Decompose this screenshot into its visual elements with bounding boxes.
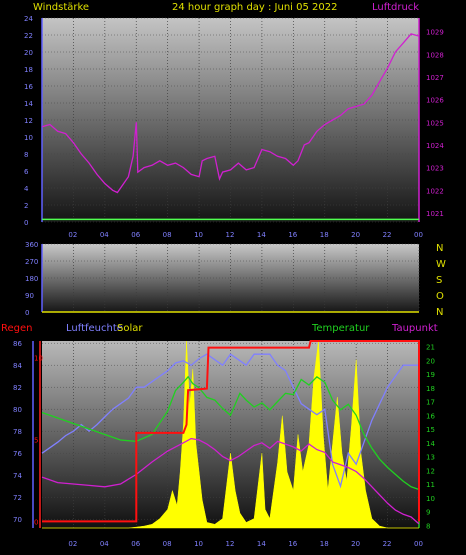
time-tick-label: 16	[288, 231, 297, 239]
time-tick-label: 06	[131, 231, 140, 239]
time-tick-label: 00	[414, 231, 423, 239]
header-left-label: Windstärke	[33, 2, 89, 13]
time-tick-label: 04	[100, 231, 109, 239]
wind-tick-label: 20	[24, 49, 33, 57]
humidity-tick-label: 72	[13, 494, 22, 502]
wind-tick-label: 6	[24, 168, 29, 176]
humidity-tick-label: 84	[13, 362, 22, 370]
time-tick-label: 22	[383, 540, 392, 548]
temperature-tick-label: 13	[426, 454, 435, 462]
time-tick-label: 10	[194, 540, 203, 548]
pressure-tick-label: 1025	[426, 119, 444, 127]
humidity-tick-label: 80	[13, 406, 22, 414]
dewpoint-line	[41, 437, 420, 525]
time-tick-label: 14	[257, 540, 266, 548]
compass-letter: N	[436, 307, 443, 318]
time-tick-label: 18	[320, 540, 329, 548]
pressure-tick-label: 1024	[426, 142, 444, 150]
wind-tick-label: 14	[24, 100, 33, 108]
time-tick-label: 06	[131, 540, 140, 548]
time-tick-label: 00	[414, 540, 423, 548]
time-tick-label: 20	[351, 540, 360, 548]
header-right-label: Luftdruck	[372, 2, 419, 13]
regen-tick-label: 5	[34, 436, 38, 444]
time-tick-label: 16	[288, 540, 297, 548]
pressure-tick-label: 1021	[426, 210, 444, 218]
time-tick-label: 14	[257, 231, 266, 239]
time-tick-label: 18	[320, 231, 329, 239]
temperature-tick-label: 21	[426, 344, 435, 352]
temperature-tick-label: 17	[426, 399, 435, 407]
pressure-tick-label: 1029	[426, 29, 444, 37]
temperature-line	[41, 375, 420, 491]
temperature-tick-label: 14	[426, 440, 435, 448]
regen-tick-label: 10	[34, 354, 43, 362]
temperature-tick-label: 12	[426, 467, 435, 475]
wind-tick-label: 2	[24, 202, 28, 210]
wind-tick-label: 22	[24, 32, 33, 40]
time-tick-label: 12	[226, 231, 235, 239]
time-tick-label: 08	[163, 231, 172, 239]
temperatur-label: Temperatur	[311, 323, 370, 334]
wind-tick-label: 8	[24, 151, 28, 159]
compass-letter: W	[436, 259, 446, 270]
temperature-tick-label: 15	[426, 426, 435, 434]
temperature-tick-label: 11	[426, 481, 435, 489]
humidity-tick-label: 76	[13, 450, 22, 458]
chart-title: 24 hour graph day : Juni 05 2022	[172, 2, 338, 13]
wind-tick-label: 18	[24, 66, 33, 74]
pressure-tick-label: 1026	[426, 97, 444, 105]
temperature-tick-label: 8	[426, 522, 430, 530]
direction-tick-label: 0	[25, 309, 29, 317]
temperature-tick-label: 19	[426, 371, 435, 379]
compass-letter: S	[436, 275, 442, 286]
humidity-tick-label: 70	[13, 516, 22, 524]
pressure-tick-label: 1028	[426, 51, 444, 59]
direction-tick-label: 360	[25, 241, 38, 249]
time-tick-label: 02	[68, 231, 77, 239]
compass-letter: O	[436, 291, 444, 302]
time-tick-label: 10	[194, 231, 203, 239]
wind-tick-label: 24	[24, 15, 33, 23]
solar-label: Solar	[117, 323, 143, 334]
taupunkt-label: Taupunkt	[391, 323, 438, 334]
regen-tick-label: 0	[34, 518, 38, 526]
temperature-tick-label: 10	[426, 495, 435, 503]
wind-tick-label: 4	[24, 185, 29, 193]
humidity-tick-label: 86	[13, 340, 22, 348]
humidity-tick-label: 74	[13, 472, 22, 480]
rain-line	[42, 340, 420, 523]
time-tick-label: 02	[68, 540, 77, 548]
time-tick-label: 20	[351, 231, 360, 239]
pressure-tick-label: 1022	[426, 187, 444, 195]
compass-letter: N	[436, 243, 443, 254]
temperature-tick-label: 16	[426, 412, 435, 420]
direction-tick-label: 90	[25, 292, 34, 300]
humidity-tick-label: 78	[13, 428, 22, 436]
temperature-tick-label: 18	[426, 385, 435, 393]
regen-label: Regen	[1, 323, 33, 334]
wind-tick-label: 12	[24, 117, 33, 125]
wind-tick-label: 10	[24, 134, 33, 142]
luftfeuchte-label: Luftfeuchte	[66, 323, 123, 334]
direction-tick-label: 180	[25, 275, 38, 283]
temperature-tick-label: 9	[426, 509, 430, 517]
pressure-line	[41, 33, 420, 194]
humidity-line	[41, 353, 419, 489]
wind-tick-label: 16	[24, 83, 33, 91]
humidity-tick-label: 82	[13, 384, 22, 392]
time-tick-label: 08	[163, 540, 172, 548]
time-tick-label: 12	[226, 540, 235, 548]
temperature-tick-label: 20	[426, 357, 435, 365]
time-tick-label: 04	[100, 540, 109, 548]
time-tick-label: 22	[383, 231, 392, 239]
pressure-tick-label: 1027	[426, 74, 444, 82]
wind-tick-label: 0	[24, 219, 28, 227]
direction-tick-label: 270	[25, 258, 38, 266]
pressure-tick-label: 1023	[426, 165, 444, 173]
